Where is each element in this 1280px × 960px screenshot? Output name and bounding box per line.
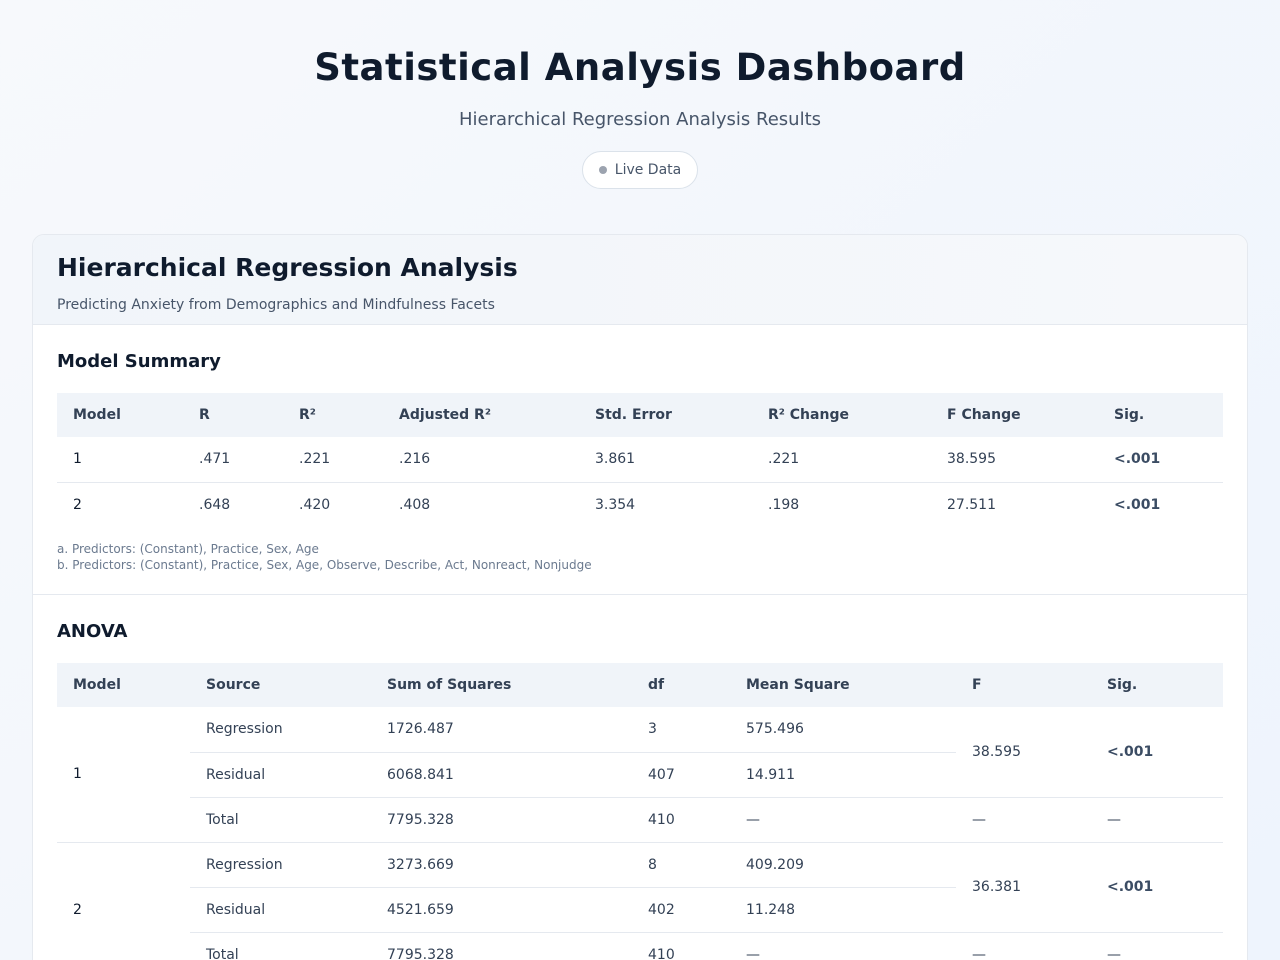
column-header: Model	[57, 663, 190, 707]
significance-cell: <.001	[1091, 707, 1223, 798]
table-cell: 2	[73, 496, 82, 513]
source-cell: Total	[190, 932, 371, 960]
table-cell: —	[730, 932, 956, 960]
table-header-row: Model R R² Adjusted R² Std. Error R² Cha…	[57, 393, 1223, 437]
table-notes: a. Predictors: (Constant), Practice, Sex…	[57, 541, 1223, 573]
table-cell: 1	[57, 437, 183, 483]
column-header: Sig.	[1091, 663, 1223, 707]
column-header: Adjusted R²	[383, 393, 579, 437]
table-row: 2 Regression 3273.669 8 409.209 36.381 <…	[57, 842, 1223, 960]
model-summary-table: Model R R² Adjusted R² Std. Error R² Cha…	[57, 393, 1223, 527]
table-cell: 3.861	[579, 437, 752, 483]
column-header: F Change	[931, 393, 1098, 437]
table-cell: 575.496	[730, 707, 956, 753]
source-cell: Regression	[190, 842, 371, 888]
column-header: Sig.	[1098, 393, 1223, 437]
table-cell: 6068.841	[371, 752, 632, 798]
status-dot-icon	[598, 166, 607, 174]
table-cell: .420	[299, 496, 331, 513]
significance-cell: <.001	[1098, 437, 1223, 483]
f-cell: 36.381	[956, 842, 1091, 933]
table-row: 1 .471 .221 .216 3.861 .221 38.595 <.001	[57, 437, 1223, 483]
column-header: df	[632, 663, 730, 707]
model-summary-section: Model Summary Model R R² Adjusted R² Std…	[33, 325, 1247, 595]
page-subtitle: Hierarchical Regression Analysis Results	[458, 109, 822, 130]
column-header: Sum of Squares	[371, 663, 632, 707]
card-description: Predicting Anxiety from Demographics and…	[57, 297, 495, 313]
live-data-badge: Live Data	[581, 151, 699, 189]
table-cell: 4521.659	[371, 887, 632, 933]
source-cell: Total	[190, 797, 371, 843]
anova-section: ANOVA Model Source Sum of Squares df Mea…	[33, 595, 1247, 960]
table-cell: .221	[283, 437, 383, 483]
column-header: R² Change	[752, 393, 931, 437]
column-header: Mean Square	[730, 663, 956, 707]
model-cell: 2	[57, 842, 190, 960]
table-cell: 7795.328	[371, 797, 632, 843]
table-cell: .471	[183, 437, 283, 483]
table-cell: 14.911	[730, 752, 956, 798]
table-cell: 1726.487	[371, 707, 632, 753]
regression-card: Hierarchical Regression Analysis Predict…	[32, 234, 1248, 960]
significance-cell: —	[1091, 797, 1223, 843]
card-title: Hierarchical Regression Analysis	[57, 253, 518, 282]
anova-title: ANOVA	[57, 621, 128, 642]
model-cell: 1	[57, 707, 190, 843]
table-row: Total 7795.328 410 — — —	[57, 797, 1223, 843]
anova-table: Model Source Sum of Squares df Mean Squa…	[57, 663, 1223, 960]
table-cell: 3	[632, 707, 730, 753]
column-header: F	[956, 663, 1091, 707]
table-row: 2 .648 .420 .408 3.354 .198 27.511 <.001	[57, 482, 1223, 527]
column-header: R	[183, 393, 283, 437]
table-cell: 402	[632, 887, 730, 933]
table-cell: 8	[632, 842, 730, 888]
table-cell: —	[730, 797, 956, 843]
note-line: a. Predictors: (Constant), Practice, Sex…	[57, 542, 319, 556]
table-cell: 11.248	[730, 887, 956, 933]
table-cell: 410	[632, 932, 730, 960]
table-cell: .648	[199, 496, 231, 513]
table-cell: 409.209	[730, 842, 956, 888]
card-header: Hierarchical Regression Analysis Predict…	[33, 235, 1247, 325]
table-row: Residual 6068.841 407 14.911	[57, 752, 1223, 798]
source-cell: Residual	[190, 752, 371, 798]
column-header: Model	[57, 393, 183, 437]
page-header: Statistical Analysis Dashboard Hierarchi…	[0, 0, 1280, 189]
table-row: Residual 4521.659 402 11.248	[57, 887, 1223, 933]
table-cell: .216	[383, 437, 579, 483]
page-title: Statistical Analysis Dashboard	[314, 46, 966, 89]
table-cell: .221	[752, 437, 931, 483]
significance-cell: <.001	[1091, 842, 1223, 933]
f-cell: 38.595	[956, 707, 1091, 798]
table-cell: 410	[632, 797, 730, 843]
table-cell: 27.511	[947, 496, 996, 513]
column-header: Source	[190, 663, 371, 707]
live-data-label: Live Data	[614, 162, 682, 178]
table-cell: .408	[399, 496, 431, 513]
f-cell: —	[956, 797, 1091, 843]
table-cell: 3273.669	[371, 842, 632, 888]
table-cell: .198	[768, 496, 800, 513]
source-cell: Residual	[190, 887, 371, 933]
significance-cell: <.001	[1114, 496, 1161, 513]
table-cell: 7795.328	[371, 932, 632, 960]
column-header: Std. Error	[579, 393, 752, 437]
f-cell: —	[956, 932, 1091, 960]
significance-cell: —	[1091, 932, 1223, 960]
table-cell: 3.354	[595, 496, 636, 513]
model-summary-title: Model Summary	[57, 351, 221, 372]
table-row: 1 Regression 1726.487 3 575.496 38.595 <…	[57, 707, 1223, 843]
table-cell: 38.595	[931, 437, 1098, 483]
note-line: b. Predictors: (Constant), Practice, Sex…	[57, 558, 592, 572]
source-cell: Regression	[190, 707, 371, 753]
table-cell: 407	[632, 752, 730, 798]
column-header: R²	[283, 393, 383, 437]
table-row: Total 7795.328 410 — — —	[57, 932, 1223, 960]
table-header-row: Model Source Sum of Squares df Mean Squa…	[57, 663, 1223, 707]
